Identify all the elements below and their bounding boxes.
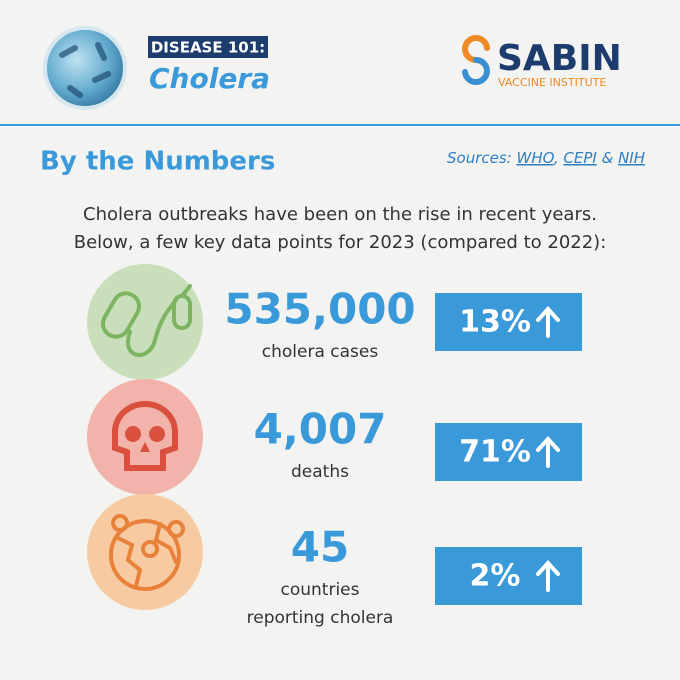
change-value: 13% <box>459 305 531 340</box>
globe-icon <box>109 514 186 591</box>
icon-circle <box>87 379 203 495</box>
brand: SABIN <box>497 38 622 79</box>
stat-value: 535,000 <box>224 285 415 334</box>
title: Cholera <box>149 62 270 95</box>
sources: Sources: WHO, CEPI & NIH <box>447 149 645 167</box>
tag-background <box>148 36 268 58</box>
source-link[interactable]: NIH <box>618 149 645 167</box>
change-badge <box>435 293 582 351</box>
stat-label: cholera cases <box>262 342 379 362</box>
intro-line: Cholera outbreaks have been on the rise … <box>83 204 597 225</box>
up-arrow <box>536 306 560 338</box>
change-badge <box>435 423 582 481</box>
skull-icon <box>112 401 178 471</box>
icon-circle <box>87 264 203 380</box>
section-title: By the Numbers <box>40 147 275 177</box>
separator: , <box>554 149 559 167</box>
stat-label: reporting cholera <box>247 608 394 628</box>
brand-subtitle: VACCINE INSTITUTE <box>498 76 606 89</box>
up-arrow <box>536 436 560 468</box>
change-badge <box>435 547 582 605</box>
logo-mark <box>462 35 490 85</box>
separator: & <box>602 149 614 167</box>
up-arrow <box>536 560 560 592</box>
change-value: 2% <box>470 559 521 594</box>
sources-label: Sources: <box>447 149 512 167</box>
bacteria-icon <box>101 284 192 357</box>
stat-label: countries <box>281 580 360 600</box>
change-value: 71% <box>459 435 531 470</box>
intro-line: Below, a few key data points for 2023 (c… <box>74 232 607 253</box>
stat-value: 45 <box>291 523 349 572</box>
stat-label: deaths <box>291 462 349 482</box>
bacteria-art <box>59 42 111 98</box>
tag: DISEASE 101: <box>151 39 265 57</box>
source-link[interactable]: WHO <box>517 149 555 167</box>
source-link[interactable]: CEPI <box>563 149 597 167</box>
header-image <box>43 26 127 110</box>
stat-value: 4,007 <box>254 405 387 454</box>
